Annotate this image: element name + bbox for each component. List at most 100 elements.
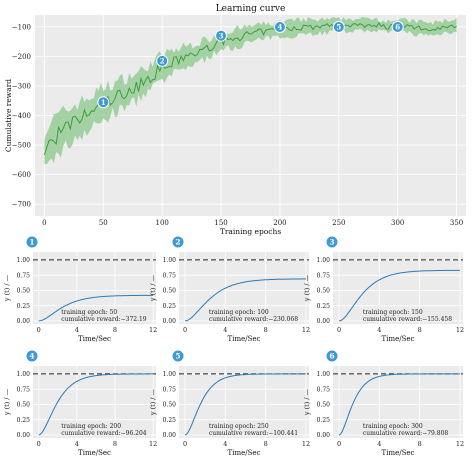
x-tick-label: 350 <box>450 219 463 227</box>
reward-confidence-band <box>44 16 457 165</box>
y-tick-label: 1.00 <box>163 257 177 264</box>
panel-badge <box>325 235 339 249</box>
epoch-marker <box>391 21 404 33</box>
panel-badge-label: 4 <box>29 352 34 361</box>
y-tick-label: −600 <box>12 171 31 179</box>
y-tick-label: 0.75 <box>317 386 331 393</box>
response-curve <box>184 373 306 436</box>
panel-badge <box>171 235 185 249</box>
response-curve <box>38 294 154 322</box>
y-tick-label: −700 <box>12 201 31 209</box>
x-tick-label: 300 <box>391 219 404 227</box>
x-tick-label: 50 <box>99 219 108 227</box>
x-axis-label: Time/Sec <box>78 449 111 457</box>
epoch-marker-label: 3 <box>219 31 224 40</box>
x-tick-label: 0 <box>337 326 341 334</box>
epoch-marker <box>273 21 286 33</box>
x-tick-label: 0 <box>183 326 187 334</box>
epoch-marker-label: 1 <box>101 98 106 107</box>
x-axis-label: Time/Sec <box>382 335 415 343</box>
epoch-marker <box>215 29 228 42</box>
x-tick-label: 0 <box>183 440 187 448</box>
x-axis-label: Time/Sec <box>382 449 415 457</box>
step-response-chart-5: 0 4 8 12 0.00 0.25 0.50 0.75 1.00 training epoch:… <box>149 349 310 457</box>
y-tick-label: 0.50 <box>317 288 331 295</box>
annotation-reward: cumulative reward:−155.458 <box>363 316 452 323</box>
mean-reward-line <box>43 21 457 156</box>
step-response-chart-1: 0 4 8 12 0.00 0.25 0.50 0.75 1.00 training epoch:… <box>3 235 157 343</box>
y-tick-label: 0.25 <box>163 303 177 310</box>
annotation-epoch: training epoch: 150 <box>363 309 423 316</box>
y-tick-label: 0.25 <box>163 417 177 424</box>
response-curve <box>338 373 460 436</box>
x-tick-label: 8 <box>264 440 268 448</box>
y-tick-label: 1.00 <box>317 371 331 378</box>
y-tick-label: 0.00 <box>317 318 331 325</box>
x-tick-label: 12 <box>149 440 157 448</box>
x-tick-label: 250 <box>332 219 345 227</box>
x-tick-label: 4 <box>377 440 381 448</box>
y-tick-label: 0.50 <box>17 402 31 409</box>
annotation-reward: cumulative reward:−96.204 <box>61 430 147 437</box>
step-response-chart-3: 0 4 8 12 0.00 0.25 0.50 0.75 1.00 training epoch:… <box>303 235 464 343</box>
epoch-marker-label: 5 <box>336 23 341 32</box>
annotation-epoch: training epoch: 200 <box>61 423 121 430</box>
y-axis-label: y (t) / — <box>3 274 11 302</box>
y-tick-label: 0.50 <box>317 402 331 409</box>
y-tick-label: 0.00 <box>17 432 31 439</box>
y-tick-label: −500 <box>12 142 31 150</box>
y-tick-label: 0.00 <box>163 432 177 439</box>
chart-title: Learning curve <box>216 4 286 14</box>
y-tick-label: 0.25 <box>317 417 331 424</box>
annotation-epoch: training epoch: 100 <box>209 309 269 316</box>
y-tick-label: −200 <box>12 53 31 61</box>
y-tick-label: 0.25 <box>317 303 331 310</box>
response-curve <box>184 278 306 322</box>
x-axis-label: Time/Sec <box>228 449 261 457</box>
x-tick-label: 0 <box>37 440 41 448</box>
x-tick-label: 8 <box>113 326 117 334</box>
x-tick-label: 4 <box>75 326 79 334</box>
x-tick-label: 12 <box>149 326 157 334</box>
step-response-chart-4: 0 4 8 12 0.00 0.25 0.50 0.75 1.00 training epoch:… <box>3 349 157 457</box>
x-axis-label: Time/Sec <box>228 335 261 343</box>
epoch-marker-label: 6 <box>395 23 400 32</box>
y-tick-label: 0.25 <box>17 417 31 424</box>
x-tick-label: 4 <box>223 440 227 448</box>
learning-curve-chart: 0 50 100 150 200 250 300 350 −700 −600 −500 −400 −30… <box>4 4 466 236</box>
y-tick-label: 1.00 <box>163 371 177 378</box>
x-tick-label: 4 <box>377 326 381 334</box>
epoch-marker <box>97 96 110 109</box>
annotation-reward: cumulative reward:−100.441 <box>209 430 298 437</box>
y-tick-label: 0.00 <box>317 432 331 439</box>
y-tick-label: 0.75 <box>163 386 177 393</box>
x-tick-label: 8 <box>418 440 422 448</box>
y-tick-label: 0.75 <box>17 386 31 393</box>
x-tick-label: 0 <box>37 326 41 334</box>
y-tick-label: −100 <box>12 23 31 31</box>
epoch-marker <box>332 21 345 33</box>
panel-badge-label: 2 <box>175 238 180 247</box>
annotation-epoch: training epoch: 50 <box>61 309 117 316</box>
plot-area <box>333 252 463 324</box>
y-tick-label: 0.25 <box>17 303 31 310</box>
y-axis-label: Cumulative reward <box>4 79 13 152</box>
y-axis-label: y (t) / — <box>303 274 311 302</box>
panel-badge <box>25 349 39 363</box>
y-tick-label: 0.50 <box>163 402 177 409</box>
x-tick-label: 100 <box>155 219 168 227</box>
y-tick-label: 1.00 <box>17 371 31 378</box>
y-tick-label: −300 <box>12 82 31 90</box>
y-tick-label: 1.00 <box>317 257 331 264</box>
response-curve <box>338 269 460 322</box>
y-axis-label: y (t) / — <box>3 388 11 416</box>
y-axis-label: y (t) / — <box>149 388 157 416</box>
x-tick-label: 200 <box>273 219 286 227</box>
panel-badge-label: 3 <box>329 238 334 247</box>
annotation-epoch: training epoch: 300 <box>363 423 423 430</box>
plot-area <box>333 366 463 438</box>
x-tick-label: 4 <box>223 326 227 334</box>
y-tick-label: 0.00 <box>17 318 31 325</box>
y-tick-label: −400 <box>12 112 31 120</box>
annotation-reward: cumulative reward:−372.19 <box>61 316 147 323</box>
